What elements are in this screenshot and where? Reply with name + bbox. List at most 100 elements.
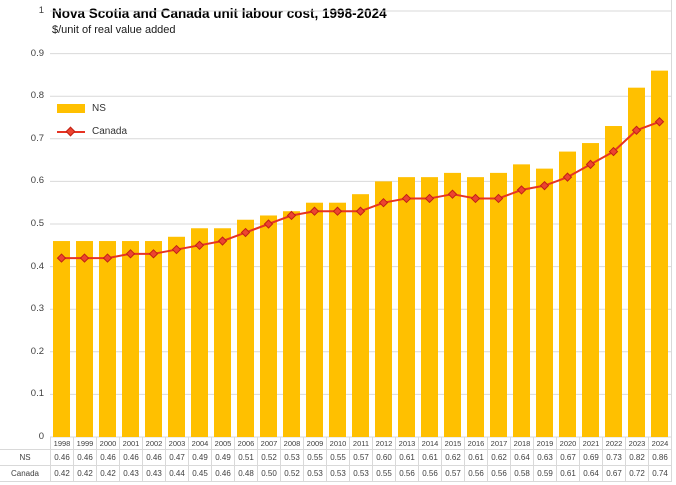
- canada-value-2022: 0.67: [602, 466, 625, 482]
- year-label-2006: 2006: [234, 437, 257, 450]
- canada-value-2001: 0.43: [119, 466, 142, 482]
- ns-bar-2015: [444, 172, 461, 437]
- canada-marker-2017: [493, 193, 504, 204]
- ns-bar-2019: [536, 168, 553, 437]
- year-label-2010: 2010: [326, 437, 349, 450]
- canada-marker-2001: [125, 249, 136, 259]
- canada-marker-2006: [240, 227, 251, 238]
- canada-marker-2012: [378, 197, 389, 208]
- canada-value-2023: 0.72: [625, 466, 648, 482]
- canada-marker-2000: [102, 253, 113, 263]
- ns-value-2018: 0.64: [510, 450, 533, 466]
- ns-value-1999: 0.46: [73, 450, 96, 466]
- ns-bar-2002: [145, 241, 162, 437]
- y-tick-label: 0.1: [30, 388, 44, 400]
- y-tick-label: 0.4: [30, 260, 44, 272]
- year-label-2004: 2004: [188, 437, 211, 450]
- ns-value-2016: 0.61: [464, 450, 487, 466]
- canada-value-2024: 0.74: [648, 466, 671, 482]
- year-label-2021: 2021: [579, 437, 602, 450]
- ns-bar-2017: [490, 172, 507, 437]
- year-label-2005: 2005: [211, 437, 234, 450]
- legend-item-canada: Canada: [57, 120, 127, 143]
- ns-value-2021: 0.69: [579, 450, 602, 466]
- canada-marker-2014: [424, 193, 435, 204]
- y-axis: 0 0.1 0.2 0.3 0.4 0.5 0.6 0.7 0.8 0.9 1: [0, 0, 44, 485]
- ns-value-2019: 0.63: [533, 450, 556, 466]
- legend-item-ns: NS: [57, 97, 127, 120]
- year-label-2007: 2007: [257, 437, 280, 450]
- ns-bar-2016: [467, 177, 484, 437]
- ns-bar-2023: [628, 87, 645, 438]
- ns-bar-2020: [559, 151, 576, 437]
- row-label-canada: Canada: [0, 466, 50, 482]
- canada-marker-2008: [286, 210, 297, 221]
- canada-marker-2002: [148, 249, 159, 259]
- y-tick-label: 0.7: [30, 132, 44, 144]
- year-label-2019: 2019: [533, 437, 556, 450]
- y-tick-label: 0: [38, 431, 44, 442]
- y-tick-label: 0.6: [30, 175, 44, 187]
- chart-title: Nova Scotia and Canada unit labour cost,…: [52, 6, 387, 21]
- ns-bar-2003: [168, 236, 185, 437]
- year-label-2000: 2000: [96, 437, 119, 450]
- ns-value-2010: 0.55: [326, 450, 349, 466]
- canada-value-2009: 0.53: [303, 466, 326, 482]
- ns-bar-2004: [191, 228, 208, 437]
- ns-value-2024: 0.86: [648, 450, 671, 466]
- ns-value-2013: 0.61: [395, 450, 418, 466]
- ns-bar-2006: [237, 219, 254, 437]
- ns-bar-2001: [122, 241, 139, 437]
- canada-marker-2007: [263, 219, 274, 229]
- year-label-2018: 2018: [510, 437, 533, 450]
- canada-value-2019: 0.59: [533, 466, 556, 482]
- year-label-2015: 2015: [441, 437, 464, 450]
- canada-marker-2010: [332, 206, 343, 216]
- row-label-ns: NS: [0, 450, 50, 466]
- year-label-2009: 2009: [303, 437, 326, 450]
- ns-value-2017: 0.62: [487, 450, 510, 466]
- ns-bar-2008: [283, 211, 300, 437]
- ns-value-2023: 0.82: [625, 450, 648, 466]
- year-label-1999: 1999: [73, 437, 96, 450]
- canada-value-2016: 0.56: [464, 466, 487, 482]
- legend-label-ns: NS: [92, 103, 106, 114]
- ns-value-2005: 0.49: [211, 450, 234, 466]
- chart-right-border: [671, 0, 672, 482]
- year-label-1998: 1998: [50, 437, 73, 450]
- ns-value-2012: 0.60: [372, 450, 395, 466]
- canada-value-2012: 0.55: [372, 466, 395, 482]
- canada-marker-1998: [56, 253, 67, 263]
- ns-bar-2013: [398, 177, 415, 437]
- ns-value-2002: 0.46: [142, 450, 165, 466]
- canada-value-2007: 0.50: [257, 466, 280, 482]
- ns-bar-2014: [421, 177, 438, 437]
- year-label-2023: 2023: [625, 437, 648, 450]
- ns-bar-1999: [76, 241, 93, 437]
- canada-value-2021: 0.64: [579, 466, 602, 482]
- year-label-2003: 2003: [165, 437, 188, 450]
- ns-bar-2021: [582, 143, 599, 437]
- canada-value-2004: 0.45: [188, 466, 211, 482]
- canada-value-1999: 0.42: [73, 466, 96, 482]
- year-label-2022: 2022: [602, 437, 625, 450]
- ns-bar-2005: [214, 228, 231, 437]
- ns-value-2015: 0.62: [441, 450, 464, 466]
- ns-value-2006: 0.51: [234, 450, 257, 466]
- y-tick-label: 1: [38, 5, 44, 16]
- ns-bar-2000: [99, 241, 116, 437]
- year-label-2011: 2011: [349, 437, 372, 450]
- canada-value-2005: 0.46: [211, 466, 234, 482]
- year-label-2002: 2002: [142, 437, 165, 450]
- canada-marker-2004: [194, 240, 205, 251]
- ns-value-2000: 0.46: [96, 450, 119, 466]
- ns-bar-2012: [375, 181, 392, 437]
- canada-value-2010: 0.53: [326, 466, 349, 482]
- canada-marker-2011: [355, 206, 366, 216]
- ns-bar-2018: [513, 164, 530, 438]
- canada-value-2015: 0.57: [441, 466, 464, 482]
- canada-value-2003: 0.44: [165, 466, 188, 482]
- y-tick-label: 0.5: [30, 218, 44, 229]
- ns-bar-swatch-icon: [57, 104, 85, 113]
